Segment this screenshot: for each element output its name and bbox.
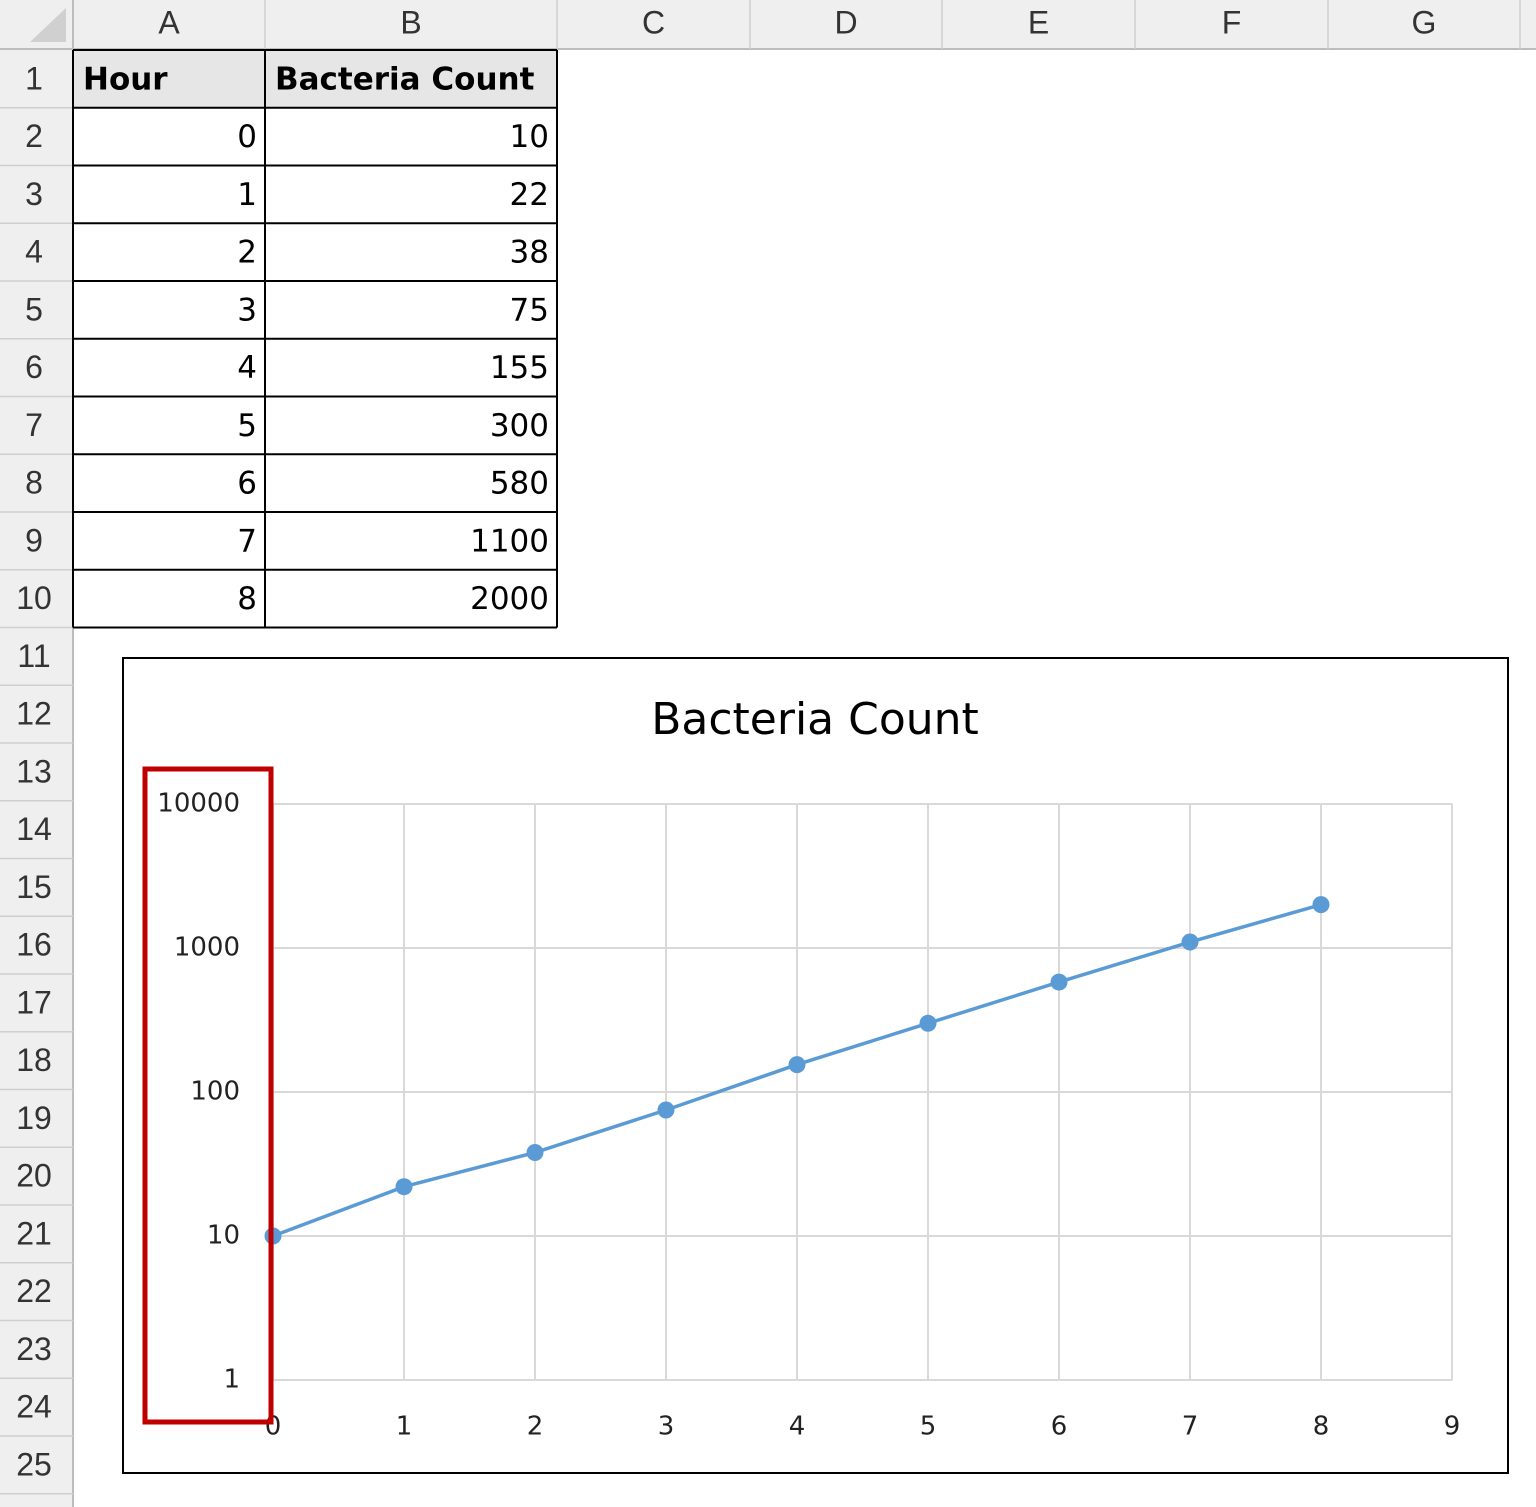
row-header[interactable]: 5 [25,291,43,327]
chart-area[interactable] [122,657,1509,1474]
table-cell[interactable]: 580 [490,466,549,502]
table-cell[interactable]: 7 [237,523,257,559]
chart-title: Bacteria Count [651,694,979,745]
row-header[interactable]: 21 [16,1215,52,1251]
x-tick-label: 4 [789,1412,806,1442]
y-tick-label: 1000 [174,933,240,963]
y-tick-label: 10000 [157,789,240,819]
row-header[interactable]: 22 [16,1273,52,1309]
data-point [1050,973,1068,991]
x-tick-label: 8 [1313,1412,1330,1442]
table-cell[interactable]: 4 [237,350,257,386]
table-cell[interactable]: 2 [237,235,257,271]
row-header[interactable]: 24 [16,1389,52,1425]
x-tick-label: 6 [1051,1412,1068,1442]
x-tick-label: 3 [658,1412,675,1442]
table-cell[interactable]: 6 [237,466,257,502]
x-tick-label: 1 [396,1412,413,1442]
row-header[interactable]: 11 [17,638,50,674]
table-cell[interactable]: 5 [237,408,257,444]
table-cell[interactable]: 22 [510,177,549,213]
table-cell[interactable]: 3 [237,292,257,328]
table-cell[interactable]: 75 [510,292,549,328]
row-header[interactable]: 3 [25,176,43,212]
row-header[interactable]: 17 [16,984,52,1020]
row-header[interactable]: 2 [25,118,43,154]
row-header[interactable]: 23 [16,1331,52,1367]
row-header[interactable]: 6 [25,349,43,385]
highlight-box [142,766,274,1425]
row-header-bar [0,0,73,1507]
row-header[interactable]: 19 [16,1100,52,1136]
x-tick-label: 2 [527,1412,544,1442]
select-all[interactable] [30,8,66,42]
column-header[interactable]: F [1222,4,1242,40]
x-tick-label: 5 [920,1412,937,1442]
row-header[interactable]: 7 [25,407,43,443]
data-point [1181,933,1199,951]
table-cell[interactable]: 155 [490,350,549,386]
column-header[interactable]: B [400,4,421,40]
table-cell[interactable]: 2000 [470,581,549,617]
y-tick-label: 1 [223,1365,240,1395]
row-header[interactable]: 14 [16,811,52,847]
column-header[interactable]: D [834,4,857,40]
row-header[interactable]: 13 [16,753,52,789]
table-header[interactable]: Bacteria Count [275,61,535,97]
row-header[interactable]: 10 [16,580,52,616]
column-header[interactable]: C [642,4,665,40]
data-point [526,1144,544,1162]
column-header-bar [0,0,1536,49]
x-tick-label: 9 [1444,1412,1461,1442]
data-point [657,1101,675,1119]
y-tick-label: 100 [190,1077,240,1107]
table-cell[interactable]: 1 [237,177,257,213]
data-point [919,1014,937,1032]
table-header[interactable]: Hour [83,61,168,97]
table-cell[interactable]: 10 [510,119,549,155]
row-header[interactable]: 12 [16,696,52,732]
data-point [788,1056,806,1074]
table-cell[interactable]: 38 [510,235,549,271]
row-header[interactable]: 18 [16,1042,52,1078]
row-header[interactable]: 8 [25,465,43,501]
data-point [1312,896,1330,914]
row-header[interactable]: 25 [16,1446,52,1482]
table-cell[interactable]: 300 [490,408,549,444]
row-header[interactable]: 15 [16,869,52,905]
row-header[interactable]: 9 [25,522,43,558]
header-cell-bg [74,50,557,108]
data-point [395,1178,413,1196]
row-header[interactable]: 1 [25,60,43,96]
x-tick-label: 7 [1182,1412,1199,1442]
row-header[interactable]: 4 [25,234,43,270]
table-cell[interactable]: 8 [237,581,257,617]
column-header[interactable]: E [1028,4,1049,40]
column-header[interactable]: A [158,4,180,40]
table-cell[interactable]: 1100 [470,523,549,559]
column-header[interactable]: G [1412,4,1437,40]
y-tick-label: 10 [207,1221,240,1251]
row-header[interactable]: 16 [16,927,52,963]
table-cell[interactable]: 0 [237,119,257,155]
row-header[interactable]: 20 [16,1158,52,1194]
